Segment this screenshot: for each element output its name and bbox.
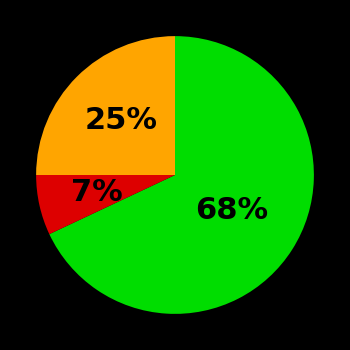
Wedge shape <box>49 36 314 314</box>
Wedge shape <box>36 36 175 175</box>
Text: 25%: 25% <box>84 106 158 135</box>
Wedge shape <box>36 175 175 234</box>
Text: 7%: 7% <box>70 178 122 207</box>
Text: 68%: 68% <box>195 196 268 225</box>
